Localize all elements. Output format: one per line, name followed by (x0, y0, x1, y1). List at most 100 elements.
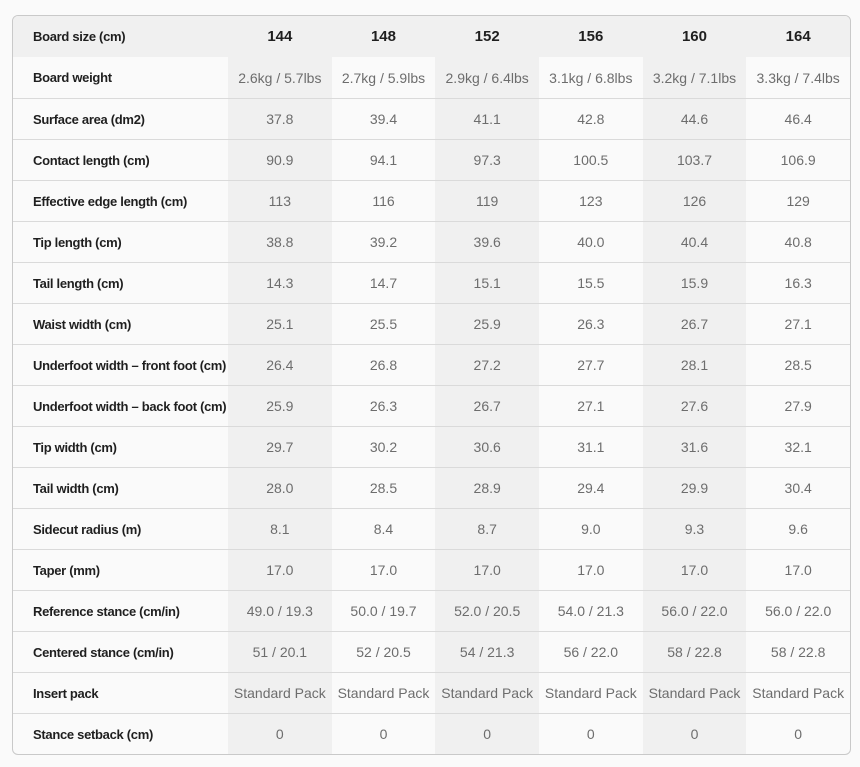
row-label: Reference stance (cm/in) (33, 603, 180, 619)
spec-value: 17.0 (784, 562, 812, 578)
row-label: Sidecut radius (m) (33, 521, 142, 537)
column-header: 160 (681, 28, 707, 45)
spec-value: 38.8 (228, 222, 332, 262)
spec-value: 15.1 (435, 263, 539, 303)
spec-value: 44.6 (642, 99, 747, 139)
spec-value: 27.7 (577, 357, 605, 373)
spec-value: 40.4 (642, 222, 747, 262)
table-row: Taper (mm) 17.0 17.0 17.0 17.0 17.0 17.0 (13, 549, 850, 590)
spec-value: 9.3 (642, 509, 747, 549)
row-label: Centered stance (cm/in) (33, 644, 174, 660)
spec-value: 56.0 / 22.0 (765, 603, 832, 619)
spec-value: 25.9 (228, 386, 332, 426)
spec-value: 27.2 (435, 345, 539, 385)
table-row: Reference stance (cm/in) 49.0 / 19.3 50.… (13, 590, 850, 631)
spec-value: 15.9 (642, 263, 747, 303)
spec-value: 30.2 (369, 439, 398, 455)
header-row-label: Board size (cm) (33, 29, 126, 44)
spec-value: Standard Pack (642, 673, 747, 713)
spec-value: 39.4 (369, 111, 398, 127)
spec-value: 52 / 20.5 (356, 644, 411, 660)
spec-value: 126 (642, 181, 747, 221)
spec-value: 25.5 (369, 316, 398, 332)
row-label: Tail length (cm) (33, 275, 124, 291)
table-row: Effective edge length (cm) 113 116 119 1… (13, 180, 850, 221)
spec-value: 26.7 (642, 304, 747, 344)
spec-value: 28.1 (642, 345, 747, 385)
spec-value: 119 (435, 181, 539, 221)
spec-value: 28.9 (435, 468, 539, 508)
spec-value: 27.1 (577, 398, 605, 414)
spec-value: 94.1 (369, 152, 398, 168)
row-label: Waist width (cm) (33, 316, 131, 332)
spec-value: 0 (642, 714, 747, 754)
spec-value: 15.5 (577, 275, 605, 291)
spec-value: 2.7kg / 5.9lbs (341, 69, 426, 86)
spec-value: 29.4 (577, 480, 605, 496)
spec-value: 26.3 (577, 316, 605, 332)
table-row: Tail length (cm) 14.3 14.7 15.1 15.5 15.… (13, 262, 850, 303)
row-label: Tip width (cm) (33, 439, 117, 455)
spec-value: 30.6 (435, 427, 539, 467)
spec-value: 51 / 20.1 (228, 632, 332, 672)
spec-value: 37.8 (228, 99, 332, 139)
spec-value: 8.7 (435, 509, 539, 549)
spec-value: 31.6 (642, 427, 747, 467)
row-label: Board weight (33, 70, 112, 85)
spec-value: Standard Pack (228, 673, 332, 713)
spec-value: 106.9 (780, 152, 816, 168)
spec-value: 103.7 (642, 140, 747, 180)
spec-value: 49.0 / 19.3 (228, 591, 332, 631)
spec-value: 32.1 (784, 439, 812, 455)
spec-value: 31.1 (577, 439, 605, 455)
spec-value: 58 / 22.8 (770, 644, 826, 660)
table-row: Underfoot width – back foot (cm) 25.9 26… (13, 385, 850, 426)
spec-value: 58 / 22.8 (642, 632, 747, 672)
table-body: Board weight 2.6kg / 5.7lbs 2.7kg / 5.9l… (13, 57, 850, 754)
table-row: Contact length (cm) 90.9 94.1 97.3 100.5… (13, 139, 850, 180)
spec-value: 29.7 (228, 427, 332, 467)
spec-value: 0 (794, 726, 803, 742)
table-row: Board weight 2.6kg / 5.7lbs 2.7kg / 5.9l… (13, 57, 850, 98)
spec-value: 0 (586, 726, 595, 742)
spec-value: 56 / 22.0 (563, 644, 619, 660)
column-header: 144 (267, 28, 293, 45)
spec-value: Standard Pack (544, 685, 637, 701)
table-row: Waist width (cm) 25.1 25.5 25.9 26.3 26.… (13, 303, 850, 344)
row-label: Stance setback (cm) (33, 726, 154, 742)
spec-value: 25.9 (435, 304, 539, 344)
spec-value: 8.4 (373, 521, 394, 537)
spec-value: 27.1 (784, 316, 812, 332)
spec-value: 90.9 (228, 140, 332, 180)
spec-value: 0 (228, 714, 332, 754)
row-label: Tip length (cm) (33, 234, 122, 250)
spec-value: 14.7 (369, 275, 398, 291)
spec-value: 3.1kg / 6.8lbs (549, 69, 633, 86)
spec-value: 30.4 (784, 480, 812, 496)
table-row: Tip length (cm) 38.8 39.2 39.6 40.0 40.4… (13, 221, 850, 262)
table-row: Underfoot width – front foot (cm) 26.4 2… (13, 344, 850, 385)
spec-value: 42.8 (577, 111, 605, 127)
spec-value: Standard Pack (752, 685, 845, 701)
spec-value: 50.0 / 19.7 (350, 603, 417, 619)
spec-value: 27.6 (642, 386, 747, 426)
table-row: Surface area (dm2) 37.8 39.4 41.1 42.8 4… (13, 98, 850, 139)
spec-value: 26.7 (435, 386, 539, 426)
spec-value: 40.8 (784, 234, 812, 250)
spec-value: 97.3 (435, 140, 539, 180)
row-label: Effective edge length (cm) (33, 193, 188, 209)
spec-value: 3.3kg / 7.4lbs (756, 69, 840, 86)
spec-value: Standard Pack (435, 673, 539, 713)
spec-value: 9.6 (788, 521, 808, 537)
spec-value: 26.8 (369, 357, 398, 373)
spec-value: 8.1 (228, 509, 332, 549)
spec-value: 0 (379, 726, 388, 742)
spec-value: 2.9kg / 6.4lbs (435, 57, 539, 98)
row-label: Insert pack (33, 685, 99, 701)
row-label: Contact length (cm) (33, 152, 150, 168)
spec-value: 28.5 (784, 357, 812, 373)
spec-value: 28.0 (228, 468, 332, 508)
spec-value: 100.5 (573, 152, 609, 168)
table-row: Insert pack Standard Pack Standard Pack … (13, 672, 850, 713)
spec-value: 26.4 (228, 345, 332, 385)
